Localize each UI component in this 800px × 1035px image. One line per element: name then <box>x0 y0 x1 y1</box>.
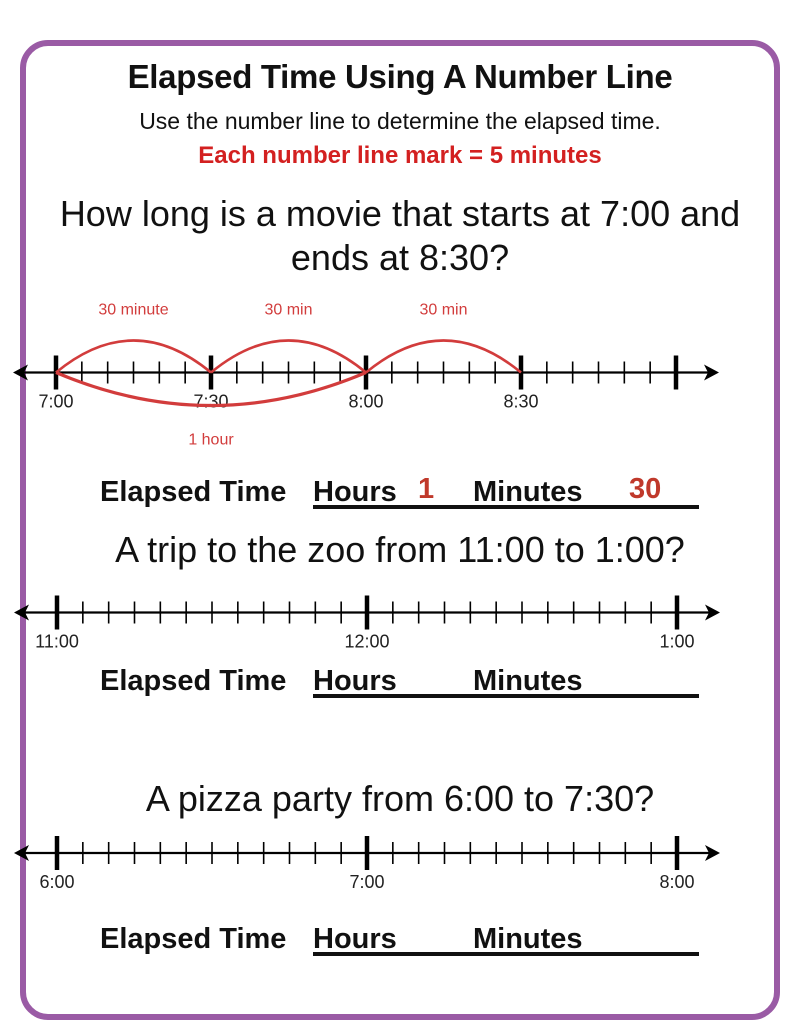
svg-text:7:00: 7:00 <box>349 872 384 892</box>
svg-text:6:00: 6:00 <box>39 872 74 892</box>
svg-text:8:00: 8:00 <box>659 872 694 892</box>
